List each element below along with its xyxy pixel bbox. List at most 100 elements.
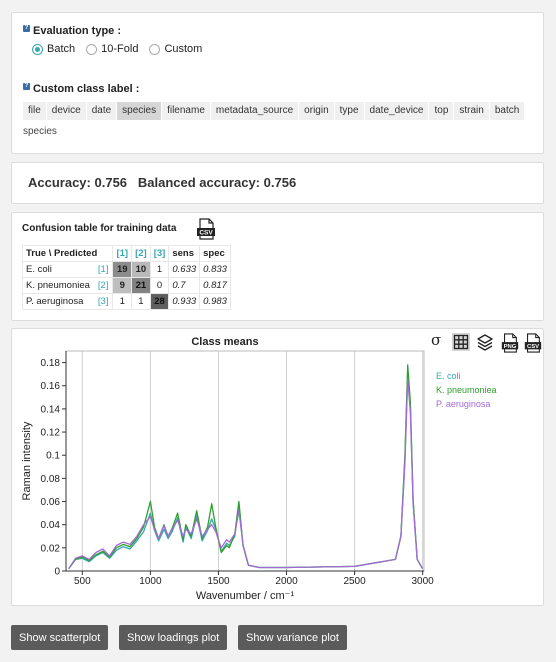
plot-frame	[65, 350, 425, 572]
class-label-tag[interactable]: filename	[162, 102, 210, 120]
x-tick-label: 500	[74, 576, 91, 587]
class-label-tag[interactable]: species	[117, 102, 162, 120]
help-icon[interactable]: ?	[23, 24, 30, 32]
spec-cell: 0.833	[199, 261, 231, 278]
show-loadings-plot-button[interactable]: Show loadings plot	[119, 625, 228, 650]
x-tick-label: 2500	[343, 576, 366, 587]
legend-entry: K. pneumoniea	[436, 385, 497, 395]
accuracy-panel: Accuracy: 0.756 Balanced accuracy: 0.756	[11, 162, 544, 204]
layers-icon[interactable]	[476, 333, 494, 351]
radio-label: Batch	[47, 43, 76, 55]
class-label-tag[interactable]: device	[46, 102, 86, 120]
class-label-tag[interactable]: type	[334, 102, 364, 120]
class-means-chart: 500 1000 1500 2000 2500 3000 0 0.02 0.04 0.06 0.08…	[21, 350, 497, 602]
radio-batch[interactable]: Batch	[32, 43, 75, 55]
spec-cell: 0.817	[199, 277, 231, 294]
corner-header: True \ Predicted	[21, 245, 114, 262]
evaluation-type-label: Evaluation type :	[33, 25, 122, 37]
custom-class-heading: ? Custom class label :	[23, 82, 140, 95]
y-tick-label: 0.08	[41, 474, 61, 485]
sens-cell: 0.7	[168, 277, 201, 294]
chart-title: Class means	[191, 336, 259, 348]
x-tick-label: 3000	[412, 576, 435, 587]
class-label-tag[interactable]: strain	[454, 102, 489, 120]
csv-download-icon[interactable]: CSV	[523, 333, 543, 353]
confusion-cell: 10	[131, 261, 151, 278]
sigma-icon[interactable]: σ	[431, 331, 442, 349]
x-tick-label: 1000	[139, 576, 162, 587]
class-label-tag[interactable]: date_device	[364, 102, 429, 120]
class-index: [2]	[97, 280, 109, 291]
col-header: [3]	[149, 245, 170, 262]
sens-cell: 0.933	[168, 293, 201, 310]
y-axis-label: Raman intensity	[21, 421, 33, 500]
confusion-title: Confusion table for training data	[22, 223, 177, 234]
evaluation-type-radio-group: Batch 10-Fold Custom	[32, 43, 213, 55]
confusion-cell: 1	[131, 293, 151, 310]
y-tick-label: 0.02	[41, 543, 61, 554]
radio-button[interactable]	[149, 43, 161, 55]
class-label-tag[interactable]: date	[86, 102, 117, 120]
accuracy-label: Accuracy:	[28, 175, 91, 190]
class-label-tag[interactable]: file	[23, 102, 46, 120]
png-download-icon[interactable]: PNG	[500, 333, 520, 353]
class-name: K. pneumoniea	[26, 280, 90, 291]
x-axis-label: Wavenumber / cm⁻¹	[196, 590, 295, 602]
confusion-row: E. coli [1] 19 10 1 0.633 0.833	[21, 261, 231, 278]
show-variance-plot-button[interactable]: Show variance plot	[238, 625, 347, 650]
class-name-cell: E. coli [1]	[21, 261, 114, 278]
y-tick-label: 0.16	[41, 381, 61, 392]
radio-10-fold[interactable]: 10-Fold	[86, 43, 138, 55]
accuracy-summary: Accuracy: 0.756 Balanced accuracy: 0.756	[28, 175, 296, 190]
confusion-cell: 9	[112, 277, 133, 294]
help-icon[interactable]: ?	[23, 82, 30, 90]
evaluation-panel: ? Evaluation type : Batch 10-Fold Custom…	[11, 12, 544, 154]
class-name-cell: P. aeruginosa [3]	[21, 293, 114, 310]
col-header: [2]	[131, 245, 151, 262]
x-tick-label: 1500	[207, 576, 230, 587]
sens-cell: 0.633	[168, 261, 201, 278]
svg-text:PNG: PNG	[504, 344, 517, 350]
show-scatterplot-button[interactable]: Show scatterplot	[11, 625, 109, 650]
svg-text:CSV: CSV	[527, 344, 539, 350]
confusion-table: True \ Predicted [1] [2] [3] sens spec E…	[21, 245, 231, 310]
grid-icon[interactable]	[452, 333, 470, 351]
custom-class-label: Custom class label :	[33, 83, 140, 95]
evaluation-type-heading: ? Evaluation type :	[23, 24, 122, 37]
balanced-accuracy-value: 0.756	[263, 175, 297, 190]
y-tick-label: 0.14	[41, 404, 61, 415]
class-means-panel: Class means σ PNG CSV 500 1000 1500 2000 250…	[11, 328, 544, 606]
selected-class-value: species	[23, 126, 57, 137]
radio-label: Custom	[164, 43, 203, 55]
class-label-tag[interactable]: top	[429, 102, 454, 120]
radio-button[interactable]	[32, 43, 43, 55]
class-index: [1]	[97, 264, 109, 275]
y-tick-label: 0	[54, 567, 60, 578]
class-label-tag[interactable]: batch	[489, 102, 525, 120]
radio-custom[interactable]: Custom	[149, 43, 202, 55]
radio-button[interactable]	[86, 43, 98, 55]
confusion-cell: 1	[112, 293, 133, 310]
class-label-tag[interactable]: origin	[299, 102, 334, 120]
confusion-cell: 1	[149, 261, 170, 278]
legend-entry: P. aeruginosa	[436, 399, 490, 409]
class-label-tag[interactable]: metadata_source	[210, 102, 299, 120]
accuracy-value: 0.756	[94, 175, 128, 190]
class-name-cell: K. pneumoniea [2]	[21, 277, 114, 294]
series-line-k-pneumoniea	[68, 364, 424, 570]
col-header: [1]	[112, 245, 133, 262]
class-name: P. aeruginosa	[26, 296, 84, 307]
confusion-header-row: True \ Predicted [1] [2] [3] sens spec	[21, 245, 231, 262]
y-tick-label: 0.04	[41, 520, 61, 531]
confusion-row: P. aeruginosa [3] 1 1 28 0.933 0.983	[21, 293, 231, 310]
y-tick-label: 0.12	[41, 428, 61, 439]
spec-cell: 0.983	[199, 293, 231, 310]
y-tick-label: 0.18	[41, 358, 61, 369]
confusion-row: K. pneumoniea [2] 9 21 0 0.7 0.817	[21, 277, 231, 294]
confusion-cell: 0	[149, 277, 170, 294]
sens-header: sens	[168, 245, 201, 262]
legend-entry: E. coli	[436, 371, 461, 381]
csv-download-icon[interactable]: CSV	[195, 218, 217, 240]
y-tick-label: 0.06	[41, 497, 61, 508]
class-label-tag-list: file device date species filename metadata_so…	[23, 102, 525, 120]
